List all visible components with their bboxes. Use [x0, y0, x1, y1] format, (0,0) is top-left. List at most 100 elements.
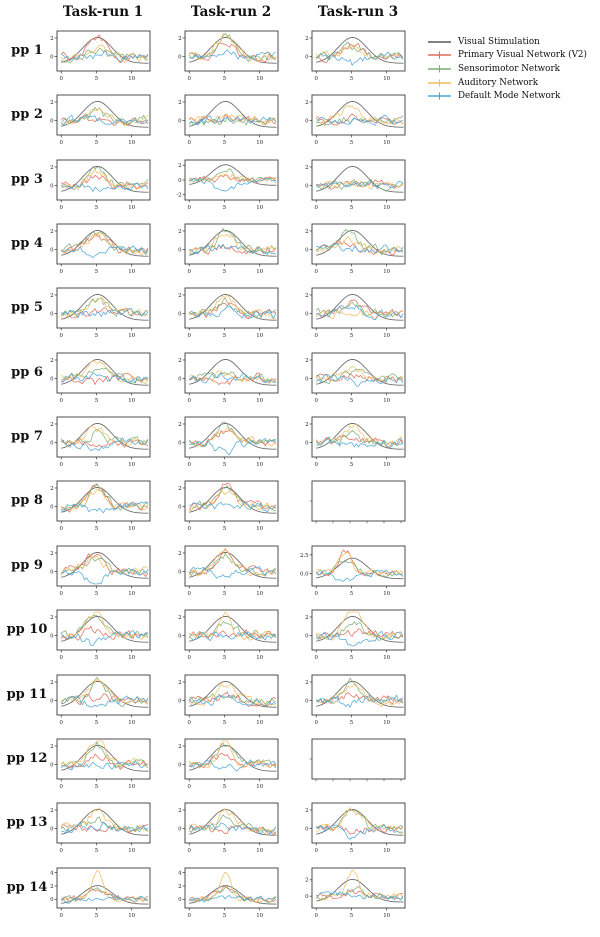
subplot-pp6-run2: 0 2 0 5 10: [178, 352, 279, 404]
y-tick-label: 2: [305, 422, 308, 428]
series-line: [188, 694, 277, 706]
y-tick-label: 2: [178, 358, 181, 364]
row-label-pp-3: pp 3: [11, 171, 43, 187]
row-label-pp-2: pp 2: [11, 107, 43, 123]
series-line: [61, 372, 149, 385]
series-line: [61, 568, 149, 585]
y-tick-label: 2: [178, 36, 181, 42]
x-tick-label: 5: [95, 205, 99, 211]
stimulus-curve: [316, 680, 404, 708]
y-tick-label: 0: [305, 54, 309, 60]
y-tick-label: 2: [50, 551, 53, 557]
subplot-pp11-run3: 0 2 0 5 10: [305, 674, 406, 726]
series-line: [188, 871, 277, 903]
y-tick-label: 2: [50, 808, 53, 814]
y-tick-label: 2: [305, 293, 308, 299]
y-tick-label: 2: [178, 679, 181, 685]
series-line: [189, 114, 276, 126]
subplot-pp13-run3: 0 2 0 5 10: [305, 802, 406, 854]
legend-label: Default Mode Network: [458, 91, 561, 102]
subplot-pp12-run3: [309, 738, 406, 782]
x-tick-label: 5: [223, 462, 227, 468]
x-tick-label: 0: [188, 527, 192, 533]
x-tick-label: 5: [95, 334, 99, 340]
x-tick-label: 10: [383, 462, 390, 468]
subplot-pp3-run1: 0 2 0 5 10: [50, 159, 151, 211]
legend-line-sample: [428, 78, 451, 87]
x-tick-label: 10: [383, 848, 390, 854]
x-tick-label: 10: [383, 720, 390, 726]
series-line: [188, 173, 277, 183]
series-line: [315, 569, 404, 582]
series-line: [60, 678, 149, 705]
x-tick-label: 5: [95, 141, 99, 147]
x-tick-label: 0: [60, 913, 64, 919]
subplot-pp8-run3: [309, 480, 406, 524]
row-label-pp-14: pp 14: [6, 879, 48, 895]
subplot-pp8-run2: 0 2 0 5 10: [178, 480, 279, 533]
series-line: [61, 869, 148, 904]
series-line: [60, 44, 149, 63]
series-line: [189, 243, 277, 255]
x-tick-label: 0: [315, 398, 319, 404]
series-line: [61, 114, 149, 126]
series-line: [188, 115, 277, 126]
series-line: [188, 306, 277, 320]
subplot-pp2-run3: 0 2 0 5 10: [305, 94, 406, 147]
y-tick-label: 2: [50, 165, 53, 171]
series-line: [316, 869, 404, 900]
subplot-pp3-run2: -2 0 2 0 5 10: [176, 159, 279, 211]
y-tick-label: 2: [305, 679, 308, 685]
x-tick-label: 5: [350, 205, 354, 211]
series-line: [315, 305, 404, 321]
series-line: [315, 373, 404, 387]
subplot-pp1-run2: 0 2 0 5 10: [178, 30, 279, 82]
legend-label: Auditory Network: [458, 77, 539, 88]
x-tick-label: 0: [188, 398, 192, 404]
y-tick-label: 2: [178, 100, 181, 106]
y-tick-label: -2: [176, 192, 181, 198]
series-line: [188, 629, 277, 640]
y-tick-label: 0: [178, 762, 182, 768]
x-tick-label: 0: [60, 591, 64, 597]
y-tick-label: 2: [50, 883, 53, 889]
y-tick-label: 0: [50, 312, 54, 318]
x-tick-label: 10: [128, 591, 135, 597]
legend-line-sample: [428, 65, 451, 73]
series-line: [60, 232, 149, 254]
x-tick-label: 5: [350, 913, 354, 919]
x-tick-label: 0: [188, 784, 192, 790]
x-tick-label: 10: [256, 784, 263, 790]
series-line: [316, 560, 404, 578]
subplot-pp9-run2: 0 2 0 5 10: [178, 545, 279, 597]
series-line: [315, 824, 403, 840]
stimulus-curve: [316, 101, 404, 129]
series-line: [189, 742, 277, 769]
series-line: [60, 501, 149, 514]
x-tick-label: 10: [383, 141, 390, 147]
x-tick-label: 10: [128, 462, 135, 468]
x-tick-label: 5: [95, 655, 99, 661]
x-tick-label: 5: [350, 848, 354, 854]
y-tick-label: 2: [305, 358, 308, 364]
x-tick-label: 0: [60, 720, 64, 726]
x-tick-label: 0: [315, 848, 319, 854]
x-tick-label: 5: [95, 527, 99, 533]
series-line: [60, 48, 149, 64]
x-tick-label: 5: [223, 334, 227, 340]
x-tick-label: 10: [128, 784, 135, 790]
y-tick-label: 0: [50, 897, 54, 903]
x-tick-label: 0: [315, 720, 319, 726]
x-tick-label: 0: [315, 141, 319, 147]
y-tick-label: 0: [305, 248, 309, 254]
x-tick-label: 0: [188, 76, 192, 82]
stimulus-curve: [189, 101, 277, 129]
x-tick-label: 0: [188, 720, 192, 726]
legend: Visual Stimulation Primary Visual Network…: [427, 35, 587, 103]
subplot-pp4-run1: 0 2 0 5 10: [50, 223, 151, 275]
y-tick-label: 4: [178, 870, 182, 876]
y-tick-label: 2: [305, 36, 308, 42]
series-line: [60, 823, 149, 834]
stimulus-curve: [189, 680, 277, 708]
subplot-pp6-run1: 0 2 0 5 10: [50, 352, 151, 404]
